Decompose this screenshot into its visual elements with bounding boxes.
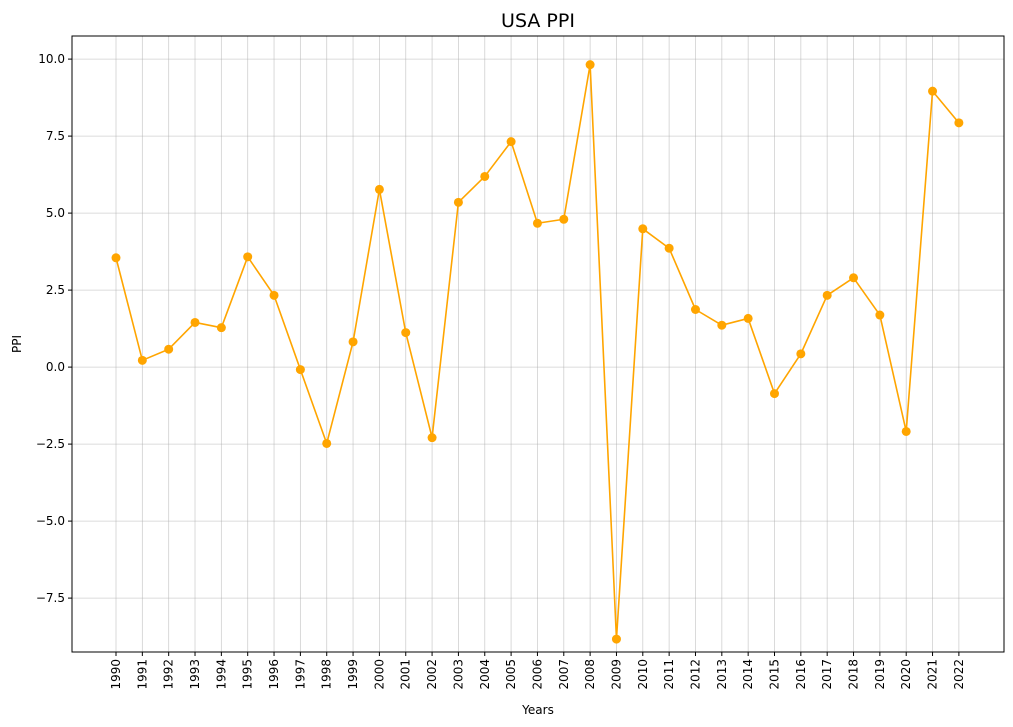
x-tick-label: 2016 — [794, 659, 808, 690]
data-point — [269, 290, 279, 300]
data-points — [111, 60, 964, 644]
data-point — [374, 184, 384, 194]
data-point — [506, 137, 516, 147]
data-point — [585, 60, 595, 70]
y-tick-label: −2.5 — [36, 437, 65, 451]
data-point — [532, 218, 542, 228]
data-point — [243, 252, 253, 262]
chart-title: USA PPI — [501, 10, 575, 32]
x-tick-label: 2007 — [557, 659, 571, 690]
data-point — [480, 171, 490, 181]
x-tick-label: 2010 — [636, 659, 650, 690]
data-point — [875, 310, 885, 320]
x-tick-label: 2012 — [688, 659, 702, 690]
data-point — [559, 214, 569, 224]
x-tick-label: 1991 — [135, 659, 149, 690]
x-axis-title: Years — [521, 703, 554, 717]
x-tick-label: 2002 — [425, 659, 439, 690]
data-point — [849, 273, 859, 283]
x-tick-label: 2018 — [847, 659, 861, 690]
data-point — [690, 305, 700, 315]
y-axis-title: PPI — [10, 335, 24, 353]
grid — [72, 36, 1004, 652]
x-tick-label: 2004 — [478, 659, 492, 690]
data-point — [348, 337, 358, 347]
x-tick-label: 1993 — [188, 659, 202, 690]
data-point — [295, 365, 305, 375]
data-point — [164, 344, 174, 354]
y-tick-label: 10.0 — [38, 52, 65, 66]
x-tick-label: 1992 — [162, 659, 176, 690]
x-tick-label: 2005 — [504, 659, 518, 690]
x-tick-label: 2022 — [952, 659, 966, 690]
data-point — [401, 328, 411, 338]
x-tick-label: 1998 — [320, 659, 334, 690]
data-point — [322, 438, 332, 448]
data-point — [427, 433, 437, 443]
x-tick-label: 2011 — [662, 659, 676, 690]
x-tick-label: 1995 — [241, 659, 255, 690]
data-point — [928, 86, 938, 96]
x-tick-label: 2013 — [715, 659, 729, 690]
data-point — [796, 349, 806, 359]
x-tick-label: 2014 — [741, 659, 755, 690]
x-tick-label: 2015 — [768, 659, 782, 690]
plot-frame — [71, 35, 1005, 653]
data-point — [901, 426, 911, 436]
y-tick-label: 0.0 — [46, 360, 65, 374]
x-tick-label: 2021 — [926, 659, 940, 690]
y-axis-ticks: −7.5 −5.0 −2.5 0.0 2.5 5.0 7.5 10.0 — [36, 52, 72, 605]
x-tick-label: 1999 — [346, 659, 360, 690]
data-point — [638, 224, 648, 234]
x-tick-label: 1996 — [267, 659, 281, 690]
data-point — [611, 634, 621, 644]
x-tick-label: 2003 — [451, 659, 465, 690]
y-tick-label: 5.0 — [46, 206, 65, 220]
data-point — [216, 323, 226, 333]
data-point — [954, 118, 964, 128]
data-point — [664, 243, 674, 253]
data-point — [453, 197, 463, 207]
data-point — [717, 320, 727, 330]
x-tick-label: 2019 — [873, 659, 887, 690]
data-point — [822, 290, 832, 300]
data-point — [111, 253, 121, 263]
x-tick-label: 1994 — [214, 659, 228, 690]
x-tick-label: 2020 — [899, 659, 913, 690]
x-tick-label: 1997 — [293, 659, 307, 690]
data-point — [137, 355, 147, 365]
y-tick-label: 7.5 — [46, 129, 65, 143]
x-tick-label: 1990 — [109, 659, 123, 690]
y-tick-label: −5.0 — [36, 514, 65, 528]
data-point — [743, 313, 753, 323]
data-point — [190, 317, 200, 327]
x-tick-label: 2009 — [609, 659, 623, 690]
y-tick-label: −7.5 — [36, 591, 65, 605]
x-tick-label: 2001 — [399, 659, 413, 690]
x-tick-label: 2000 — [372, 659, 386, 690]
y-tick-label: 2.5 — [46, 283, 65, 297]
x-tick-label: 2008 — [583, 659, 597, 690]
x-tick-label: 2006 — [530, 659, 544, 690]
x-tick-label: 2017 — [820, 659, 834, 690]
x-axis-ticks: 1990 1991 1992 1993 1994 1995 1996 1997 1998 1999… — [109, 652, 966, 690]
data-point — [770, 389, 779, 399]
